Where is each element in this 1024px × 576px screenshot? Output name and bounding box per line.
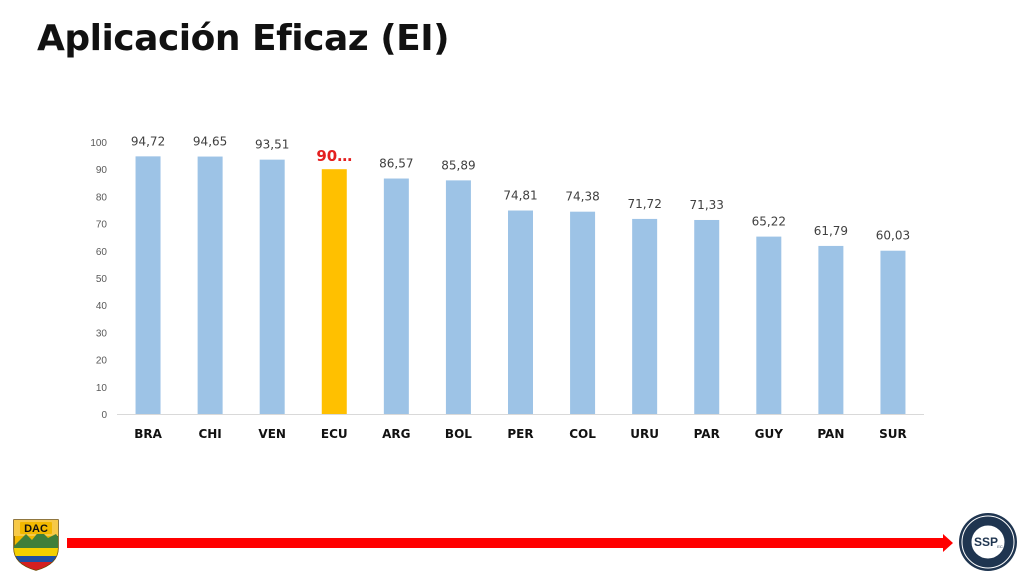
- bar-value-label: 65,22: [752, 215, 786, 229]
- value-labels-group: 94,72 94,65 93,51 90… 86,57 85,89 74,81 74,38 71…: [131, 134, 910, 242]
- bar: [818, 245, 844, 414]
- bar: [756, 236, 782, 414]
- bar: [383, 178, 409, 414]
- category-label: COL: [569, 427, 596, 441]
- y-tick-label: 0: [101, 410, 107, 421]
- bar: [135, 156, 161, 414]
- bar-value-label: 93,51: [255, 138, 289, 152]
- bar-value-label: 60,03: [876, 229, 910, 243]
- bars-group: [135, 156, 906, 414]
- category-label: CHI: [198, 427, 221, 441]
- category-label: URU: [630, 427, 659, 441]
- y-tick-label: 80: [96, 192, 108, 203]
- bar: [197, 156, 223, 414]
- y-tick-label: 60: [96, 247, 108, 258]
- bar-value-label: 61,79: [814, 224, 848, 238]
- bar: [508, 210, 533, 414]
- bar: [880, 250, 906, 414]
- y-axis: 0 10 20 30 40 50 60 70 80 90 100: [90, 138, 107, 421]
- ssp-seal-text: SSP: [974, 535, 998, 549]
- y-tick-label: 20: [96, 356, 108, 367]
- category-label: PAR: [694, 427, 720, 441]
- bar-value-label: 71,72: [627, 197, 661, 211]
- slide-title: Aplicación Eficaz (EI): [37, 18, 450, 59]
- y-tick-label: 50: [96, 274, 108, 285]
- bar: [632, 218, 658, 414]
- category-label: ECU: [321, 427, 348, 441]
- category-label: BRA: [134, 427, 162, 441]
- y-tick-label: 30: [96, 328, 108, 339]
- category-label: BOL: [445, 427, 472, 441]
- bar-value-label: 94,65: [193, 135, 227, 149]
- y-tick-label: 10: [96, 383, 108, 394]
- ssp-seal-suffix: EC: [997, 544, 1003, 549]
- y-tick-label: 90: [96, 165, 108, 176]
- bar-highlighted: [321, 169, 347, 414]
- category-label: VEN: [258, 427, 286, 441]
- bar-value-label: 90…: [316, 147, 352, 165]
- y-tick-label: 100: [90, 138, 107, 149]
- dac-logo-text: DAC: [24, 523, 48, 535]
- category-label: SUR: [879, 427, 907, 441]
- bar-chart: 0 10 20 30 40 50 60 70 80 90 100 94,72 94,65 93,51 90…: [90, 134, 924, 441]
- category-label: GUY: [755, 427, 784, 441]
- y-tick-label: 40: [96, 301, 108, 312]
- bar-value-label: 74,81: [503, 189, 537, 203]
- bar: [694, 219, 720, 414]
- category-label: ARG: [382, 427, 410, 441]
- bar: [445, 180, 471, 414]
- dac-logo-icon: DAC: [13, 519, 59, 571]
- ssp-seal-icon: SSP EC: [959, 513, 1017, 571]
- category-label: PAN: [817, 427, 844, 441]
- category-label: PER: [507, 427, 533, 441]
- bar-value-label: 85,89: [441, 158, 475, 172]
- bar-value-label: 94,72: [131, 134, 165, 148]
- y-tick-label: 70: [96, 220, 108, 231]
- bar-value-label: 74,38: [565, 190, 599, 204]
- category-labels-group: BRA CHI VEN ECU ARG BOL PER COL URU PAR GUY PAN SUR: [134, 427, 907, 441]
- bar: [570, 211, 596, 414]
- bar-value-label: 86,57: [379, 157, 413, 171]
- bar-value-label: 71,33: [690, 198, 724, 212]
- bar: [259, 159, 285, 414]
